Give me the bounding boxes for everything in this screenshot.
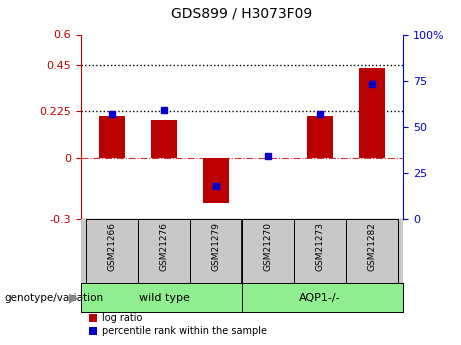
Text: GSM21282: GSM21282 <box>367 222 377 271</box>
Text: GSM21279: GSM21279 <box>212 222 220 271</box>
Text: ▶: ▶ <box>69 291 78 304</box>
Bar <box>86 219 138 283</box>
Text: GSM21266: GSM21266 <box>107 222 117 271</box>
Text: genotype/variation: genotype/variation <box>5 293 104 303</box>
Bar <box>151 120 177 158</box>
Text: AQP1-/-: AQP1-/- <box>299 293 341 303</box>
Bar <box>307 116 333 158</box>
Bar <box>99 116 125 158</box>
Text: wild type: wild type <box>138 293 189 303</box>
Bar <box>242 283 403 312</box>
Bar <box>242 219 294 283</box>
Text: GSM21273: GSM21273 <box>316 222 325 271</box>
Bar <box>346 219 398 283</box>
Bar <box>190 219 242 283</box>
Bar <box>203 158 229 203</box>
Text: GSM21270: GSM21270 <box>264 222 272 271</box>
Bar <box>138 219 190 283</box>
Text: GDS899 / H3073F09: GDS899 / H3073F09 <box>171 7 313 21</box>
Bar <box>294 219 346 283</box>
Bar <box>81 283 242 312</box>
Bar <box>359 68 385 158</box>
Legend: log ratio, percentile rank within the sample: log ratio, percentile rank within the sa… <box>86 309 271 340</box>
Text: GSM21276: GSM21276 <box>160 222 168 271</box>
